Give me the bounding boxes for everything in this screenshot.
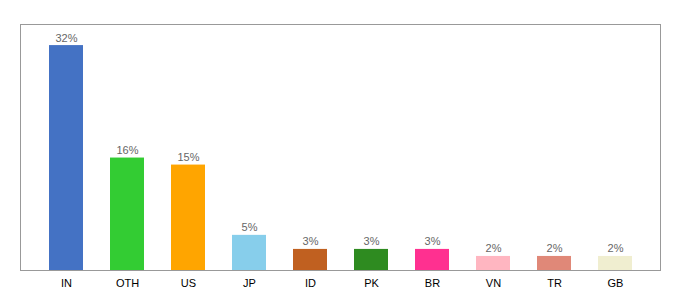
svg-text:3%: 3% [425, 235, 441, 247]
svg-text:PK: PK [364, 277, 379, 289]
svg-text:TR: TR [547, 277, 562, 289]
svg-text:US: US [181, 277, 196, 289]
svg-text:JP: JP [243, 277, 256, 289]
svg-text:VN: VN [486, 277, 501, 289]
svg-text:5%: 5% [242, 221, 258, 233]
svg-text:BR: BR [425, 277, 440, 289]
svg-text:GB: GB [608, 277, 624, 289]
svg-text:16%: 16% [116, 144, 138, 156]
svg-text:IN: IN [61, 277, 72, 289]
svg-text:15%: 15% [177, 151, 199, 163]
svg-text:2%: 2% [486, 242, 502, 254]
svg-text:32%: 32% [55, 32, 77, 44]
svg-text:3%: 3% [303, 235, 319, 247]
svg-text:OTH: OTH [116, 277, 139, 289]
svg-text:ID: ID [305, 277, 316, 289]
svg-text:2%: 2% [608, 242, 624, 254]
svg-text:2%: 2% [547, 242, 563, 254]
svg-text:3%: 3% [364, 235, 380, 247]
